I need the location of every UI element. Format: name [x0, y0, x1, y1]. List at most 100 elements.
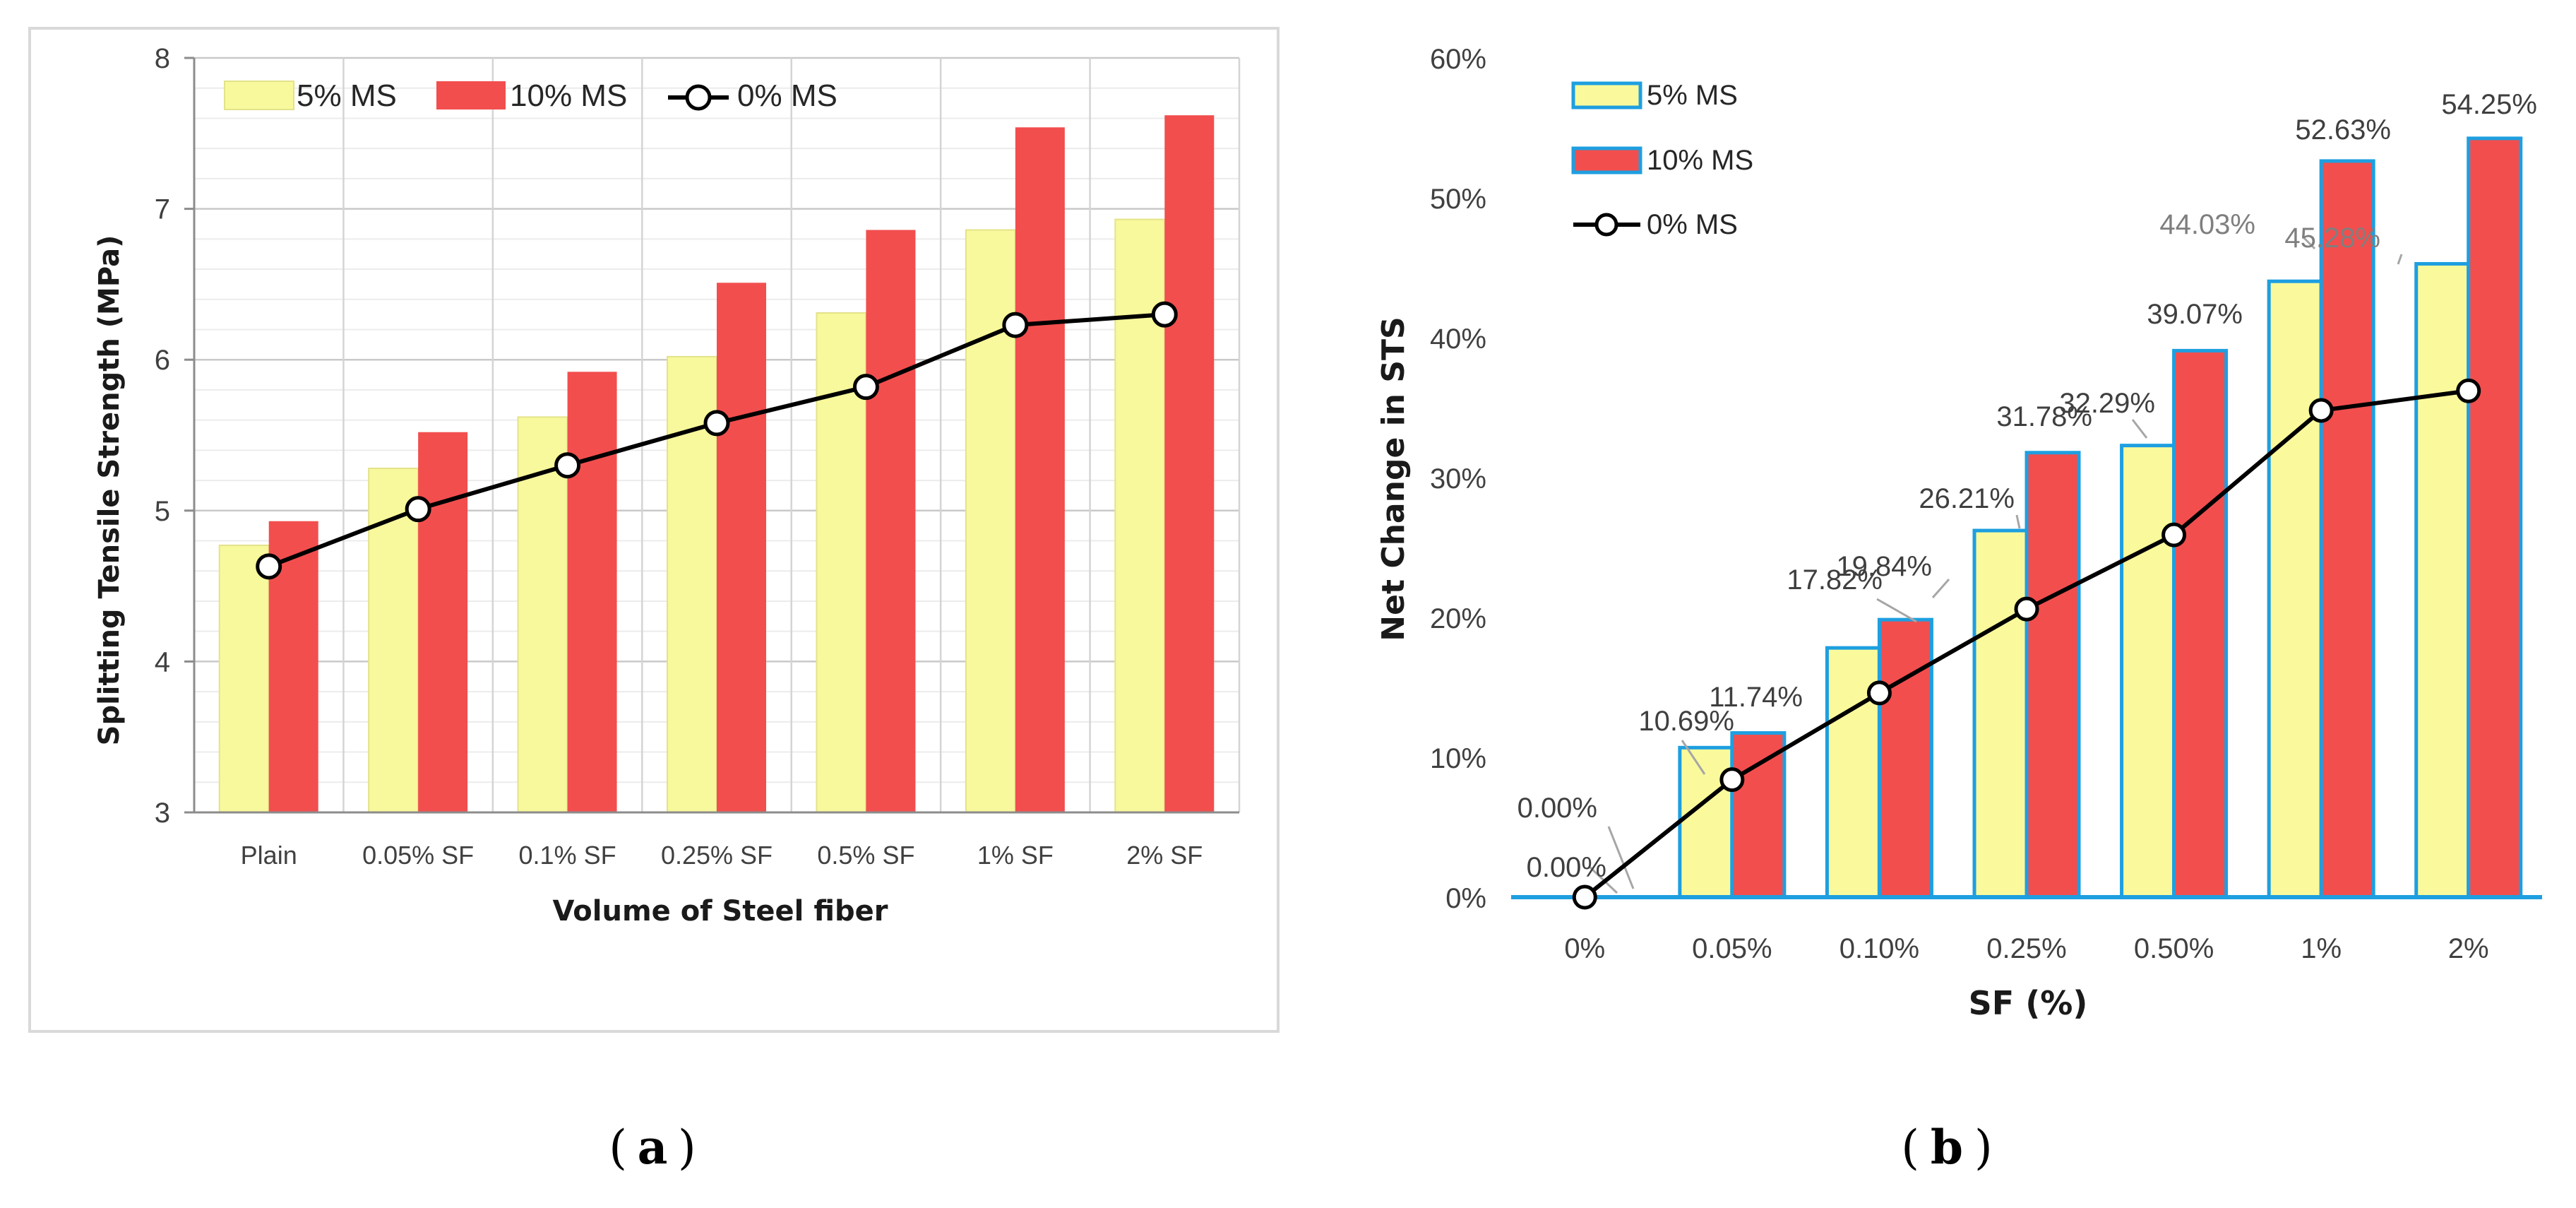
leader-line-5ms-0-05 — [1681, 740, 1706, 775]
point-0ms-0-05-sf — [405, 496, 431, 523]
data-label-10ms-0-50: 39.07% — [2147, 299, 2243, 330]
bar-5ms-plain — [218, 544, 270, 813]
data-label-5ms-0-10: 17.82% — [1787, 564, 1883, 596]
y-tick-label-3: 3 — [155, 798, 170, 829]
legend-marker-0ms — [1594, 213, 1618, 237]
leader-line-5ms-2 — [2397, 254, 2403, 265]
leader-line-10ms-0 — [1607, 826, 1635, 889]
point-0ms-0-05 — [1719, 767, 1745, 793]
legend-label-5ms: 5% MS — [1647, 80, 1738, 111]
bar-10ms-0-05-sf — [418, 432, 468, 812]
x-tick-label-0-1-sf: 0.1% SF — [519, 841, 616, 870]
x-tick-label-0-05-sf: 0.05% SF — [362, 841, 474, 870]
chart-a-frame — [28, 27, 1280, 1033]
x-tick-label-1: 1% — [2301, 933, 2342, 964]
point-0ms-1-sf — [1002, 312, 1029, 338]
bar-10ms-0-25 — [2025, 451, 2081, 899]
point-0ms-plain — [256, 553, 282, 580]
bar-10ms-2 — [2467, 136, 2523, 899]
chart-b: 0% 10% 20% 30% 40% 50% 60% 0% 0.05% 0.10% 0.25% 0.5… — [1376, 44, 2542, 1022]
point-0ms-1 — [2308, 398, 2334, 423]
bar-5ms-0-50 — [2120, 444, 2176, 899]
caption-b: ( b ) — [1901, 1120, 1993, 1175]
svg-text:(: ( — [609, 1120, 627, 1175]
x-tick-label-0-25-sf: 0.25% SF — [661, 841, 773, 870]
bar-10ms-2-sf — [1164, 115, 1215, 813]
x-tick-label-2: 2% — [2448, 933, 2489, 964]
point-0ms-0-5-sf — [852, 374, 879, 401]
point-0ms-0-10 — [1866, 680, 1892, 706]
caption-b-letter: b — [1931, 1120, 1963, 1175]
chart-b-x-axis-title: SF (%) — [1969, 984, 2088, 1022]
y-tick-label-10: 10% — [1430, 743, 1486, 774]
leader-line-5ms-0-10 — [1876, 598, 1917, 623]
svg-text:): ) — [1974, 1120, 1993, 1175]
bar-10ms-0-05 — [1730, 731, 1787, 899]
data-label-5ms-0-50: 32.29% — [2059, 388, 2155, 419]
data-label-10ms-0: 0.00% — [1517, 793, 1597, 824]
y-tick-label-50: 50% — [1430, 184, 1486, 215]
data-label-10ms-0-05: 11.74% — [1709, 682, 1803, 713]
legend-label-5ms: 5% MS — [297, 78, 397, 113]
data-label-5ms-0-25: 26.21% — [1919, 483, 2015, 514]
y-tick-label-40: 40% — [1430, 324, 1486, 355]
svg-text:): ) — [678, 1120, 696, 1175]
x-tick-label-0-25: 0.25% — [1986, 933, 2066, 964]
point-0ms-0 — [1572, 884, 1597, 910]
legend-marker-0ms — [685, 84, 712, 111]
bar-10ms-0-25-sf — [717, 283, 766, 812]
y-tick-label-7: 7 — [155, 194, 170, 225]
data-label-5ms-2: 45.28% — [2284, 223, 2380, 254]
y-tick-label-5: 5 — [155, 496, 170, 527]
point-0ms-0-1-sf — [554, 452, 581, 479]
x-tick-label-1-sf: 1% SF — [977, 841, 1054, 870]
data-label-5ms-1: 44.03% — [2159, 209, 2255, 240]
caption-a-letter: a — [638, 1120, 668, 1175]
legend-label-10ms: 10% MS — [1647, 145, 1753, 176]
x-tick-label-0-05: 0.05% — [1692, 933, 1772, 964]
bar-10ms-1 — [2319, 159, 2375, 899]
x-tick-label-plain: Plain — [241, 841, 297, 870]
y-tick-label-20: 20% — [1430, 603, 1486, 634]
legend-swatch-5ms — [224, 81, 294, 110]
x-tick-label-0-10: 0.10% — [1839, 933, 1919, 964]
legend-label-0ms: 0% MS — [737, 78, 837, 113]
svg-text:(: ( — [1901, 1120, 1919, 1175]
bar-5ms-1 — [2267, 279, 2323, 899]
data-label-5ms-0: 0.00% — [1527, 852, 1606, 883]
chart-a: 3 4 5 6 7 8 Plain 0.05% SF 0.1% SF 0.25% SF 0.5% S… — [28, 27, 1280, 1033]
bar-10ms-0-5-sf — [866, 230, 916, 812]
y-tick-label-30: 30% — [1430, 463, 1486, 495]
chart-b-y-axis-title: Net Change in STS — [1376, 316, 1412, 641]
chart-a-x-axis-title: Volume of Steel fiber — [553, 895, 888, 928]
leader-line-5ms-0 — [1587, 865, 1618, 894]
y-tick-label-60: 60% — [1430, 44, 1486, 75]
y-tick-label-8: 8 — [155, 43, 170, 74]
bar-5ms-0-25 — [1972, 528, 2029, 899]
legend-swatch-5ms — [1571, 81, 1642, 109]
bar-10ms-0-10 — [1877, 617, 1933, 899]
data-label-10ms-2: 54.25% — [2441, 89, 2537, 120]
y-tick-label-0: 0% — [1445, 883, 1486, 914]
bar-10ms-1-sf — [1015, 127, 1065, 813]
point-0ms-0-25-sf — [703, 410, 730, 437]
legend-label-10ms: 10% MS — [510, 78, 627, 113]
bar-10ms-0-50 — [2172, 348, 2229, 899]
bar-10ms-0-1-sf — [567, 372, 617, 812]
x-tick-label-0-50: 0.50% — [2134, 933, 2214, 964]
data-label-10ms-0-10: 19.84% — [1836, 551, 1932, 582]
chart-a-y-axis-title: Splitting Tensile Strength (MPa) — [93, 235, 126, 746]
x-tick-label-2-sf: 2% SF — [1126, 841, 1203, 870]
y-tick-label-6: 6 — [155, 345, 170, 376]
point-0ms-2-sf — [1151, 301, 1178, 328]
bar-5ms-0-05 — [1678, 745, 1734, 899]
point-0ms-2 — [2456, 378, 2481, 403]
bar-5ms-0-1-sf — [517, 416, 568, 813]
leader-line-5ms-0-50 — [2131, 419, 2148, 439]
leader-line-5ms-0-25 — [2015, 514, 2021, 529]
y-tick-label-4: 4 — [155, 646, 170, 677]
x-tick-label-0-5-sf: 0.5% SF — [817, 841, 914, 870]
data-label-5ms-0-05: 10.69% — [1638, 706, 1734, 737]
point-0ms-0-25 — [2014, 596, 2039, 622]
legend-swatch-10ms — [1571, 146, 1642, 174]
